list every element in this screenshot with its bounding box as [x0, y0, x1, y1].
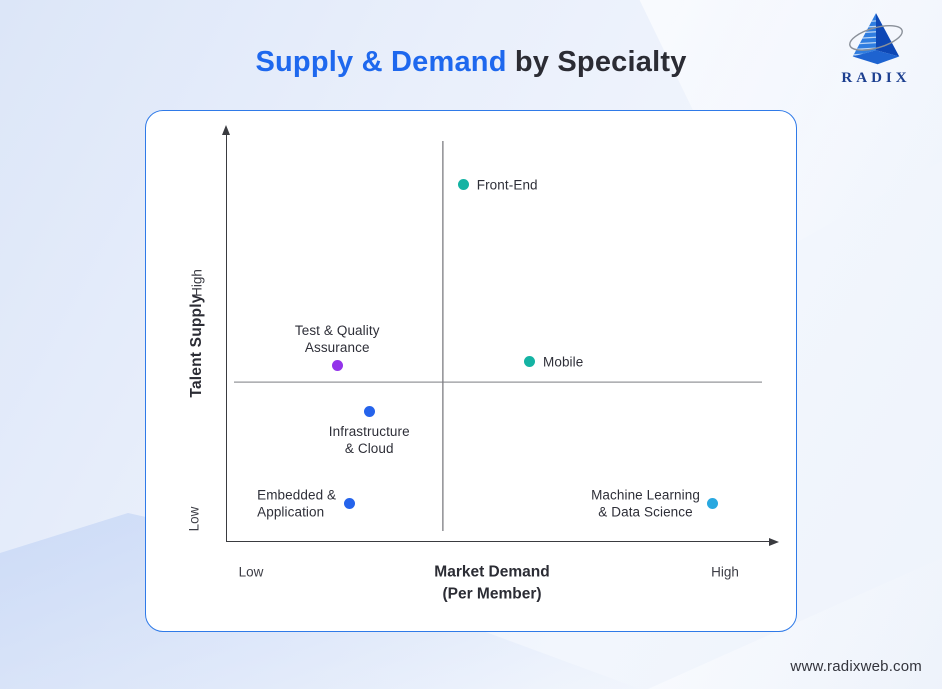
logo-brand-text: RADIX [841, 70, 911, 86]
data-point-label: Mobile [542, 354, 584, 370]
x-axis-arrowhead-icon [769, 538, 779, 547]
radix-logo: RADIX [826, 10, 926, 87]
data-point-label: Embedded & Application [257, 487, 337, 520]
page-title-rest: by Specialty [506, 46, 687, 78]
x-axis-tick-high: High [711, 564, 739, 580]
data-point-label: Test & Quality Assurance [294, 322, 380, 355]
website-url: www.radixweb.com [790, 658, 922, 675]
chart-card: High Talent Supply Low Front-End Test & Q… [145, 110, 797, 632]
data-point-marker [524, 356, 536, 368]
plot-area: Front-End Test & Quality Assurance Mobile I… [221, 125, 779, 547]
page-title-accent: Supply & Demand [255, 46, 507, 78]
y-axis-tick-low: Low [186, 506, 202, 532]
data-point-marker [331, 359, 343, 371]
data-point-label: Infrastructure & Cloud [328, 423, 410, 457]
data-point-marker [343, 498, 355, 510]
y-axis-title: Talent Supply [188, 294, 205, 398]
data-point-label: Front-End [476, 177, 538, 193]
y-axis-arrowhead-icon [221, 125, 230, 135]
page-title: Supply & Demand by Specialty [0, 46, 942, 79]
data-point-marker [458, 179, 470, 191]
data-point-marker [363, 406, 375, 418]
x-axis-title: Market Demand (Per Member) [434, 563, 550, 602]
quadrant-divider-horizontal [234, 381, 762, 383]
x-axis-tick-low: Low [238, 564, 264, 580]
data-point-marker [707, 498, 719, 510]
pyramid-logo-icon [849, 13, 903, 65]
data-point-label: Machine Learning & Data Science [591, 487, 700, 520]
quadrant-divider-vertical [442, 140, 444, 531]
y-axis-tick-high: High [189, 269, 205, 297]
